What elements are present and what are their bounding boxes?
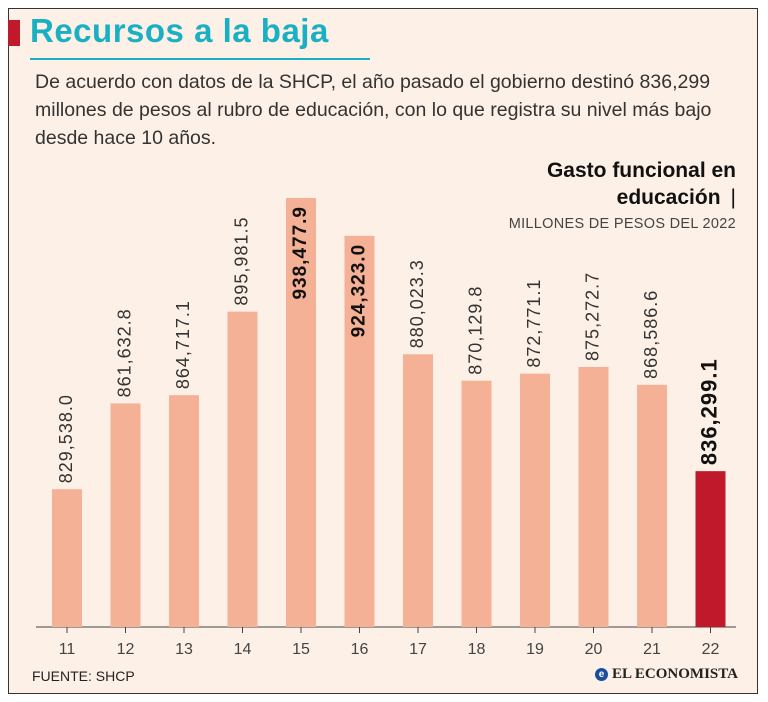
x-tick-label-17: 17 bbox=[409, 641, 427, 658]
value-label-12: 861,632.8 bbox=[114, 308, 134, 397]
value-label-15: 938,477.9 bbox=[290, 206, 311, 300]
bar-17 bbox=[403, 354, 433, 627]
bar-15 bbox=[286, 198, 316, 627]
page-title: Recursos a la baja bbox=[30, 12, 329, 49]
x-tick-label-13: 13 bbox=[175, 641, 193, 658]
bar-11 bbox=[52, 489, 82, 627]
x-tick-label-12: 12 bbox=[117, 641, 135, 658]
x-tick-label-21: 21 bbox=[643, 641, 661, 658]
chart-title: Gasto funcional en educación | bbox=[436, 157, 736, 211]
intro-text: De acuerdo con datos de la SHCP, el año … bbox=[35, 71, 712, 149]
value-label-18: 870,129.8 bbox=[465, 286, 485, 375]
chart-title-line2: educación bbox=[616, 186, 721, 209]
bar-12 bbox=[110, 403, 141, 627]
value-label-22: 836,299.1 bbox=[696, 358, 721, 465]
value-label-13: 864,717.1 bbox=[173, 300, 193, 389]
logo-icon: e bbox=[595, 668, 608, 681]
x-tick-label-15: 15 bbox=[292, 641, 310, 658]
bar-18 bbox=[461, 380, 492, 627]
x-tick-label-20: 20 bbox=[585, 641, 603, 658]
value-label-14: 895,981.5 bbox=[231, 217, 251, 306]
bar-19 bbox=[520, 373, 550, 627]
title-underline bbox=[30, 58, 370, 60]
bar-22 bbox=[695, 471, 726, 627]
source-note: FUENTE: SHCP bbox=[32, 668, 135, 684]
x-tick-label-16: 16 bbox=[351, 641, 369, 658]
logo-text: EL ECONOMISTA bbox=[612, 666, 738, 682]
chart-units: MILLONES DE PESOS DEL 2022 bbox=[508, 216, 736, 232]
x-tick-label-19: 19 bbox=[526, 641, 544, 658]
x-tick-label-11: 11 bbox=[59, 641, 76, 658]
x-tick-label-18: 18 bbox=[468, 641, 486, 658]
value-label-21: 868,586.6 bbox=[641, 290, 661, 379]
value-label-11: 829,538.0 bbox=[56, 394, 76, 483]
bar-13 bbox=[169, 395, 199, 627]
bar-14 bbox=[227, 311, 258, 627]
chart-title-separator: | bbox=[730, 186, 736, 209]
chart-title-line1: Gasto funcional en bbox=[546, 159, 736, 182]
title-accent-mark bbox=[8, 20, 20, 46]
bar-20 bbox=[578, 366, 609, 627]
value-label-19: 872,771.1 bbox=[524, 279, 544, 368]
x-tick-label-14: 14 bbox=[234, 641, 252, 658]
bar-21 bbox=[637, 384, 667, 627]
value-label-17: 880,023.3 bbox=[407, 259, 427, 348]
bar-16 bbox=[344, 235, 375, 628]
x-tick-label-22: 22 bbox=[702, 641, 720, 658]
publisher-logo: e EL ECONOMISTA bbox=[595, 666, 738, 683]
value-label-20: 875,272.7 bbox=[582, 272, 602, 361]
value-label-16: 924,323.0 bbox=[349, 244, 370, 338]
